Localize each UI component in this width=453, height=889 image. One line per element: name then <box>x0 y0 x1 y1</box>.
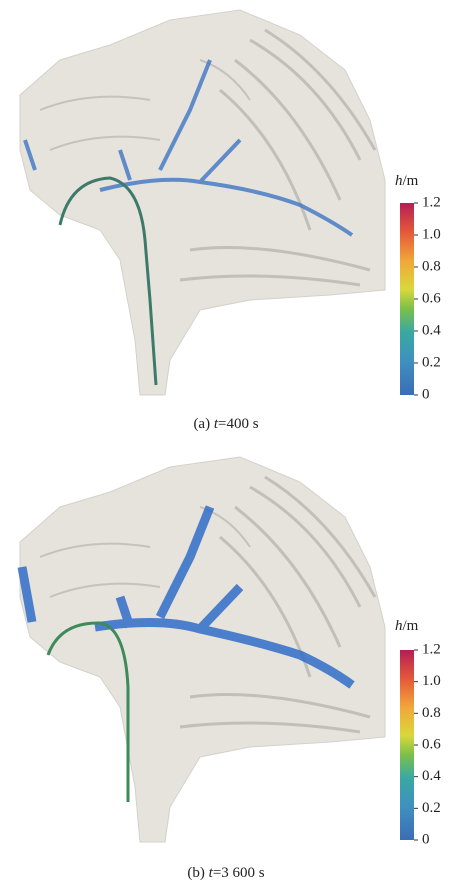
tick-label: 0.8 <box>422 258 441 274</box>
caption: (b) t=3 600 s <box>187 865 264 881</box>
tick-label: 0.2 <box>422 354 441 370</box>
caption: (a) t=400 s <box>193 416 258 432</box>
tick-label: 0.6 <box>422 290 441 306</box>
tick-label: 0 <box>422 386 430 402</box>
tick-label: 0.2 <box>422 800 441 816</box>
tick-label: 1.2 <box>422 641 441 657</box>
panel-a: h/m 1.2 1.0 0.8 0.6 0.4 0.2 0 (a) t=400 s <box>18 8 441 432</box>
colorbar-ticks: 1.2 1.0 0.8 0.6 0.4 0.2 0 <box>414 194 441 402</box>
tick-label: 0.4 <box>422 322 441 338</box>
tick-label: 0.6 <box>422 736 441 752</box>
tick-label: 1.0 <box>422 226 441 242</box>
tick-label: 1.0 <box>422 673 441 689</box>
colorbar-ticks: 1.2 1.0 0.8 0.6 0.4 0.2 0 <box>414 641 441 847</box>
colorbar <box>400 203 414 395</box>
tick-label: 0 <box>422 831 430 847</box>
terrain-map <box>18 8 387 397</box>
colorbar-label: h/m <box>395 173 419 189</box>
channel <box>46 621 130 802</box>
water <box>23 59 354 237</box>
channel <box>58 176 158 386</box>
tick-label: 0.8 <box>422 705 441 721</box>
water <box>17 505 355 689</box>
colorbar <box>400 650 414 840</box>
tick-label: 1.2 <box>422 194 441 210</box>
colorbar-label: h/m <box>395 618 419 634</box>
tick-label: 0.4 <box>422 768 441 784</box>
panel-b: h/m 1.2 1.0 0.8 0.6 0.4 0.2 0 (b) t=3 600 s <box>17 455 441 881</box>
